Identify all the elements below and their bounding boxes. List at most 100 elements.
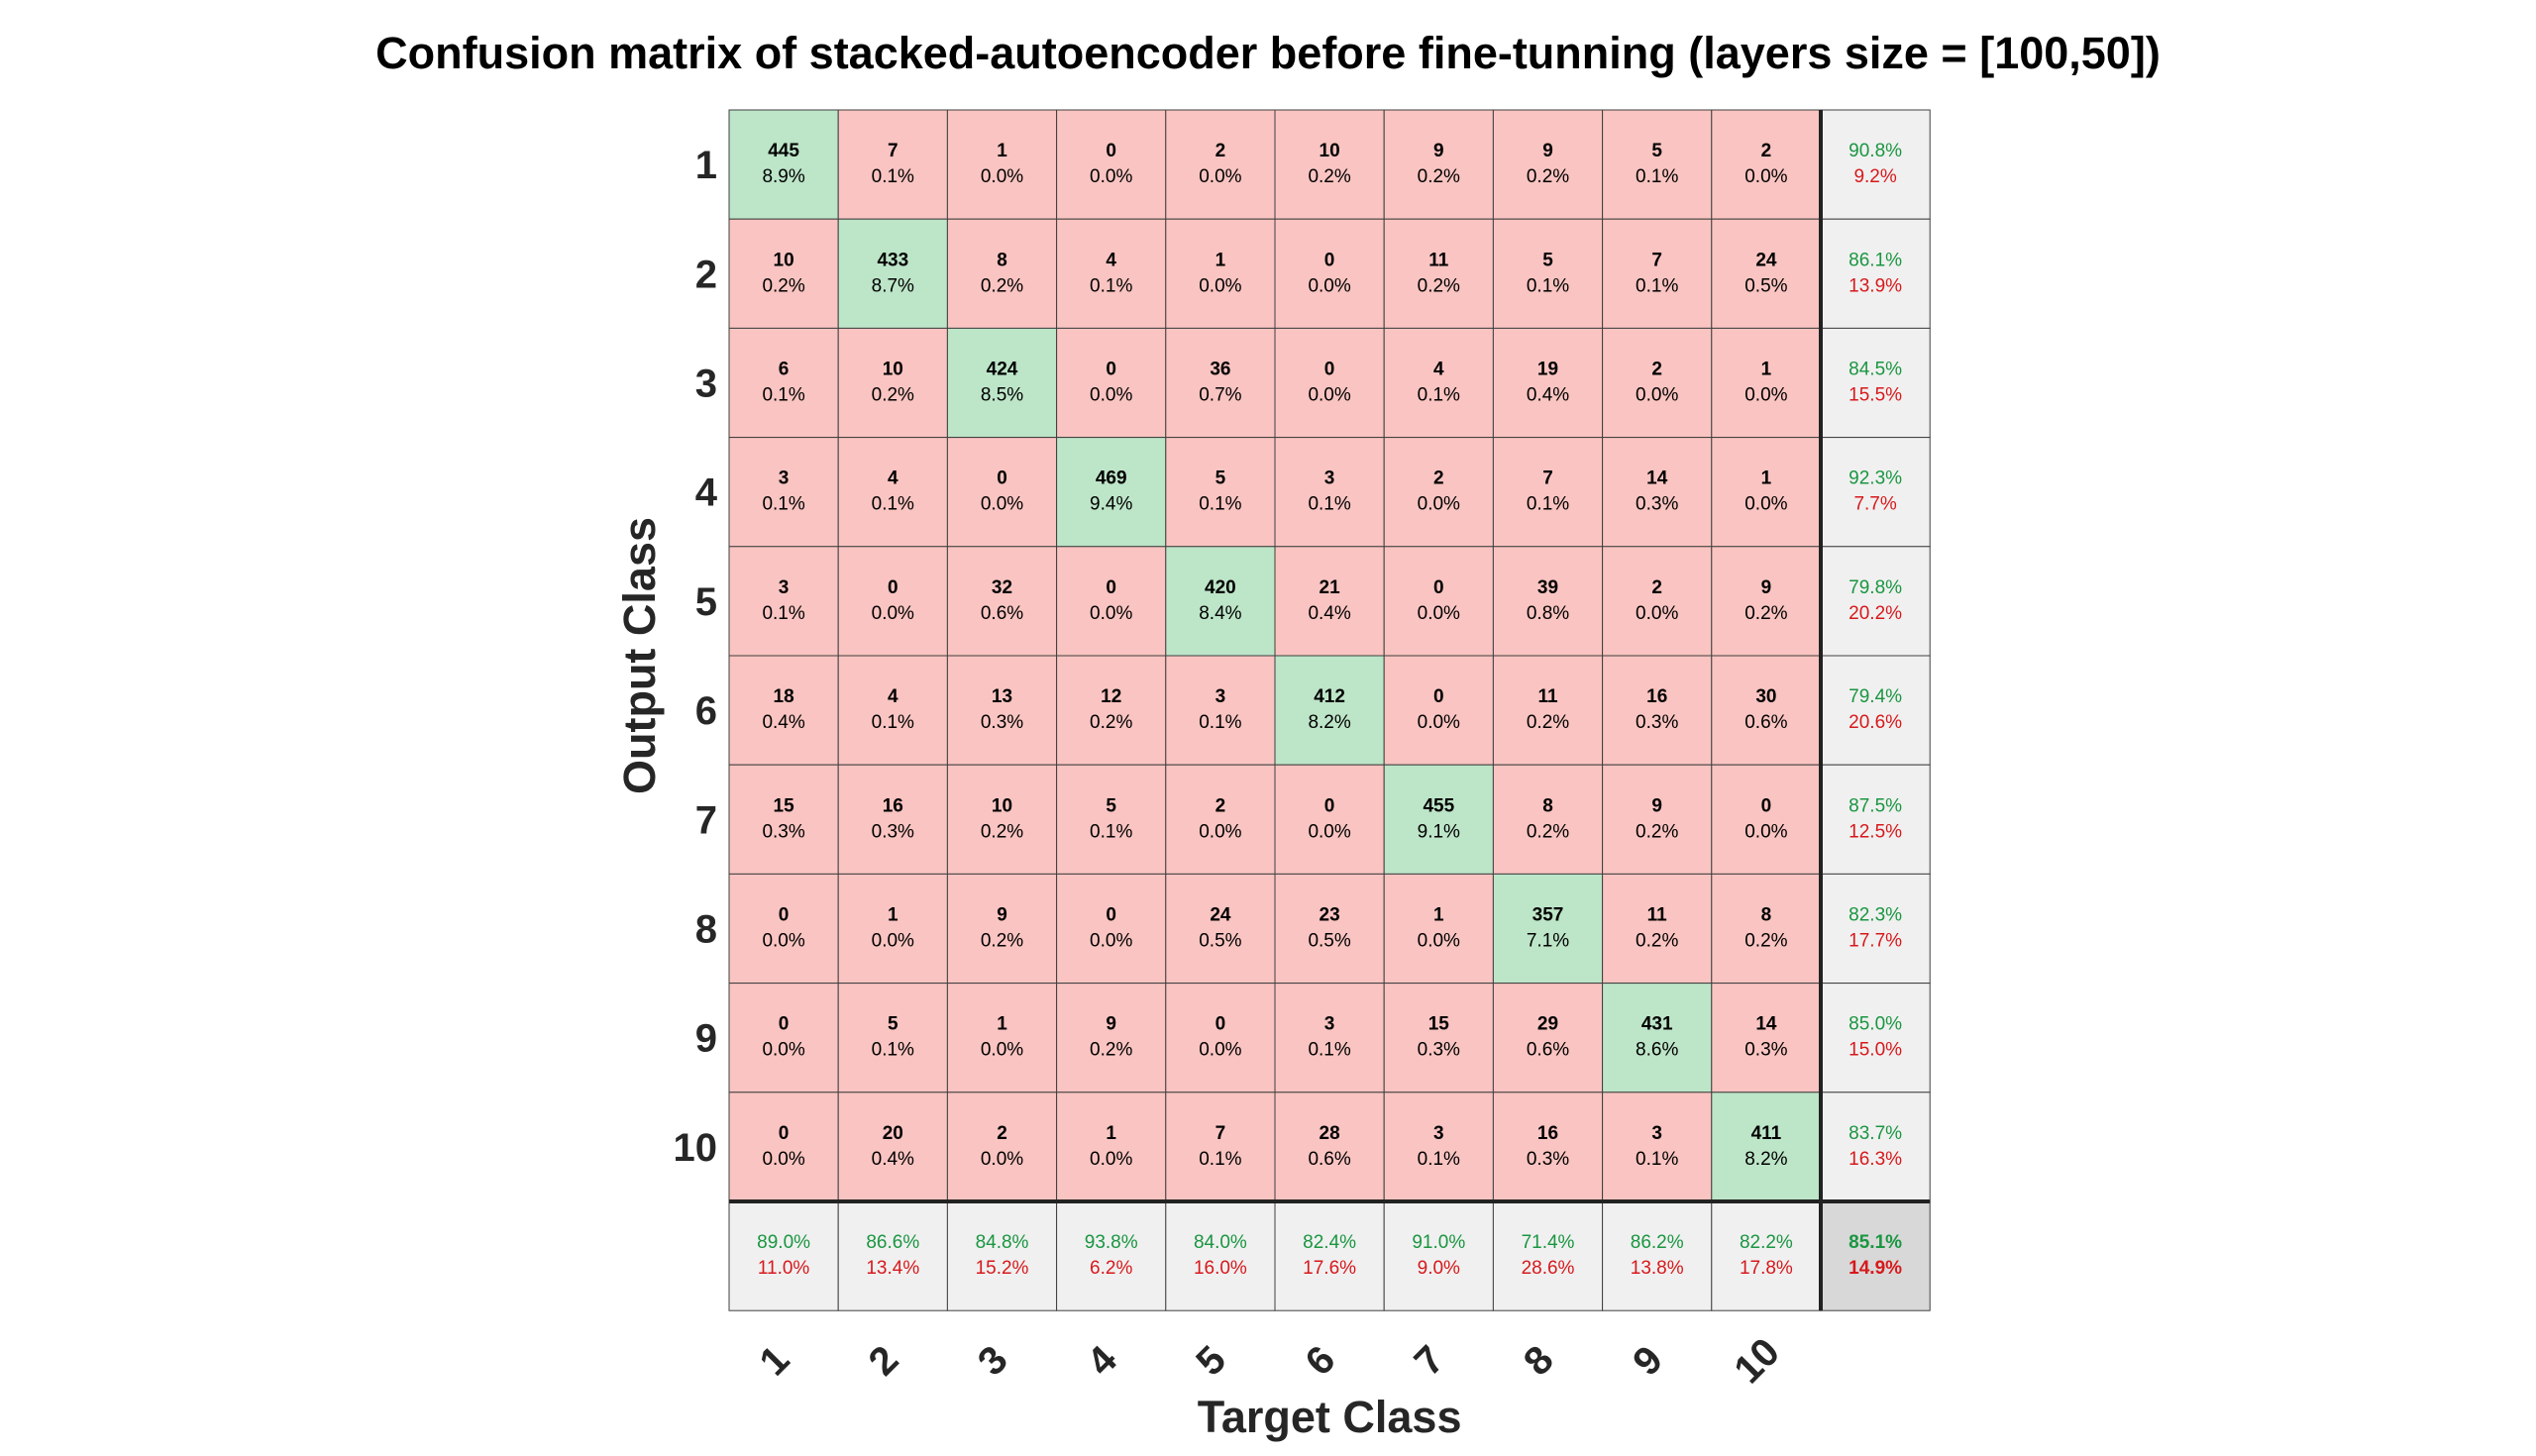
cell-percent-label: 0.0% — [1418, 494, 1460, 515]
cell-percent-label: 0.1% — [872, 712, 914, 733]
summary-good-label: 79.4% — [1849, 686, 1902, 707]
cell-count-label: 431 — [1641, 1014, 1673, 1035]
matrix-cell — [837, 218, 948, 329]
cell-percent-label: 0.1% — [872, 166, 914, 187]
summary-cell — [1820, 437, 1931, 548]
cell-percent-label: 0.6% — [1308, 1149, 1350, 1170]
cell-count-label: 7 — [1215, 1123, 1226, 1144]
cell-count-label: 1 — [1106, 1123, 1116, 1144]
cell-count-label: 14 — [1755, 1014, 1777, 1035]
cell-count-label: 3 — [1651, 1123, 1662, 1144]
cell-count-label: 9 — [997, 905, 1007, 926]
cell-count-label: 420 — [1205, 577, 1236, 598]
cell-count-label: 3 — [1215, 686, 1226, 707]
cell-percent-label: 0.1% — [1308, 494, 1350, 515]
cell-count-label: 2 — [1215, 141, 1226, 161]
cell-percent-label: 8.2% — [1744, 1149, 1787, 1170]
matrix-cell — [1711, 546, 1822, 657]
cell-percent-label: 0.2% — [1527, 166, 1569, 187]
cell-percent-label: 0.1% — [872, 1040, 914, 1061]
cell-count-label: 0 — [1106, 360, 1116, 380]
cell-percent-label: 0.2% — [1636, 821, 1678, 842]
cell-count-label: 32 — [992, 577, 1012, 598]
cell-percent-label: 0.0% — [1090, 1149, 1132, 1170]
cell-percent-label: 0.2% — [1527, 712, 1569, 733]
matrix-cell — [1383, 109, 1494, 220]
cell-percent-label: 0.2% — [1744, 603, 1787, 624]
row-tick-label: 3 — [695, 363, 717, 406]
matrix-cell — [837, 873, 948, 985]
cell-percent-label: 0.2% — [981, 931, 1023, 952]
cell-percent-label: 0.0% — [1199, 275, 1241, 296]
matrix-cell — [837, 655, 948, 766]
matrix-cell — [1165, 327, 1276, 439]
cell-percent-label: 0.3% — [1418, 1040, 1460, 1061]
cell-percent-label: 0.0% — [762, 1149, 804, 1170]
summary-bad-label: 14.9% — [1849, 1258, 1902, 1279]
column-tick-label: 9 — [1625, 1338, 1671, 1385]
matrix-cell — [1602, 109, 1713, 220]
column-tick-label: 10 — [1726, 1330, 1788, 1393]
cell-percent-label: 0.0% — [872, 603, 914, 624]
matrix-cell — [1383, 327, 1494, 439]
matrix-cell — [1383, 437, 1494, 548]
matrix-cell — [1056, 218, 1167, 329]
cell-count-label: 1 — [1761, 360, 1772, 380]
cell-percent-label: 8.2% — [1308, 712, 1350, 733]
cell-percent-label: 0.0% — [1199, 166, 1241, 187]
matrix-cell — [1056, 983, 1167, 1093]
matrix-cell — [1492, 983, 1604, 1093]
cell-percent-label: 0.0% — [1744, 385, 1787, 406]
summary-good-label: 86.1% — [1849, 250, 1902, 270]
row-tick-label: 6 — [695, 689, 717, 733]
matrix-cell — [837, 327, 948, 439]
cell-percent-label: 0.1% — [1199, 494, 1241, 515]
matrix-cell — [837, 764, 948, 875]
cell-percent-label: 0.2% — [1418, 275, 1460, 296]
matrix-cell — [1274, 764, 1385, 875]
cell-percent-label: 0.0% — [1636, 603, 1678, 624]
cell-count-label: 0 — [1433, 577, 1444, 598]
cell-count-label: 15 — [1428, 1014, 1450, 1035]
cell-count-label: 5 — [888, 1014, 898, 1035]
cell-percent-label: 0.0% — [1090, 166, 1132, 187]
cell-percent-label: 0.3% — [981, 712, 1023, 733]
cell-count-label: 3 — [1433, 1123, 1444, 1144]
matrix-cell — [1711, 218, 1822, 329]
cell-percent-label: 0.0% — [1418, 931, 1460, 952]
summary-cell — [1820, 764, 1931, 875]
cell-count-label: 18 — [774, 686, 794, 707]
summary-good-label: 79.8% — [1849, 577, 1902, 598]
column-tick-label: 6 — [1297, 1338, 1343, 1385]
cell-percent-label: 0.1% — [1527, 275, 1569, 296]
cell-percent-label: 0.1% — [1090, 275, 1132, 296]
cell-count-label: 4 — [888, 686, 898, 707]
matrix-cell — [1056, 873, 1167, 985]
cell-count-label: 0 — [779, 1014, 790, 1035]
summary-cell — [1056, 1200, 1167, 1311]
cell-count-label: 10 — [992, 795, 1012, 816]
cell-percent-label: 0.0% — [1199, 821, 1241, 842]
summary-cell — [1820, 327, 1931, 439]
summary-cell — [1820, 109, 1931, 220]
matrix-cell — [1165, 655, 1276, 766]
cell-count-label: 19 — [1537, 360, 1558, 380]
cell-count-label: 469 — [1096, 468, 1127, 489]
cell-count-label: 357 — [1532, 905, 1564, 926]
cell-count-label: 3 — [1324, 1014, 1335, 1035]
cell-percent-label: 0.0% — [981, 166, 1023, 187]
cell-percent-label: 0.0% — [1308, 275, 1350, 296]
matrix-cell — [1711, 983, 1822, 1093]
cell-percent-label: 0.0% — [762, 931, 804, 952]
cell-count-label: 2 — [1215, 795, 1226, 816]
row-tick-label: 8 — [695, 908, 717, 952]
cell-count-label: 8 — [997, 250, 1007, 270]
cell-count-label: 3 — [779, 577, 790, 598]
cell-count-label: 24 — [1210, 905, 1231, 926]
matrix-cell — [1492, 1092, 1604, 1202]
matrix-cell — [1165, 109, 1276, 220]
cell-count-label: 9 — [1651, 795, 1662, 816]
cell-percent-label: 0.2% — [872, 385, 914, 406]
matrix-cell — [946, 109, 1058, 220]
